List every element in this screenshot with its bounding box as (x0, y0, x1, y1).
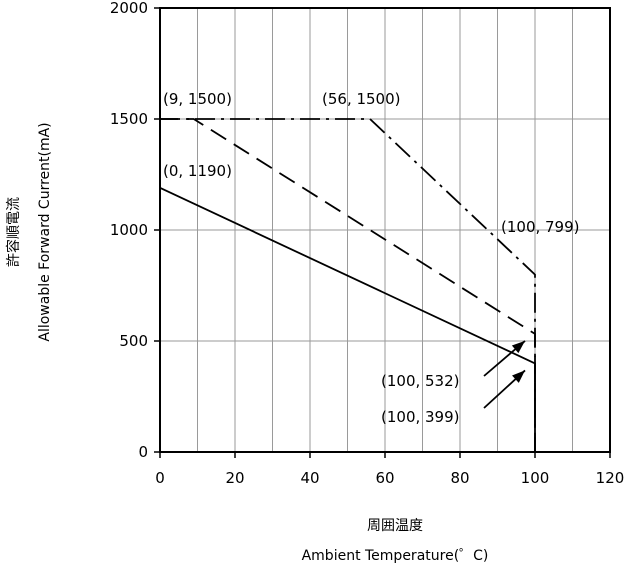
x-tick-label: 120 (596, 469, 624, 487)
y-axis-label-jp: 許容順電流 (5, 197, 22, 267)
x-tick-label: 60 (375, 469, 394, 487)
x-axis-label-jp: 周囲温度 (367, 518, 423, 534)
x-tick-label: 40 (300, 469, 319, 487)
y-axis-label-en: Allowable Forward Current(mA) (37, 122, 53, 341)
annotation-arrow-head (512, 370, 525, 383)
point-annotation: (0, 1190) (163, 162, 232, 180)
point-annotation: (100, 799) (501, 218, 580, 236)
y-tick-label: 1500 (110, 110, 148, 128)
point-annotation: (100, 532) (381, 372, 460, 390)
x-axis-label-en: Ambient Temperature(゜C) (302, 548, 489, 564)
point-annotation: (100, 399) (381, 408, 460, 426)
x-tick-label: 20 (225, 469, 244, 487)
x-tick-label: 100 (521, 469, 550, 487)
y-tick-label: 0 (138, 443, 148, 461)
series-line-dash-dot (160, 118, 536, 452)
annotation-arrow-head (511, 340, 525, 354)
point-annotation: (56, 1500) (322, 90, 401, 108)
x-tick-label: 0 (155, 469, 165, 487)
point-annotation: (9, 1500) (163, 90, 232, 108)
y-tick-label: 500 (119, 332, 148, 350)
y-tick-label: 1000 (110, 221, 148, 239)
x-tick-label: 80 (450, 469, 469, 487)
y-tick-label: 2000 (110, 0, 148, 17)
